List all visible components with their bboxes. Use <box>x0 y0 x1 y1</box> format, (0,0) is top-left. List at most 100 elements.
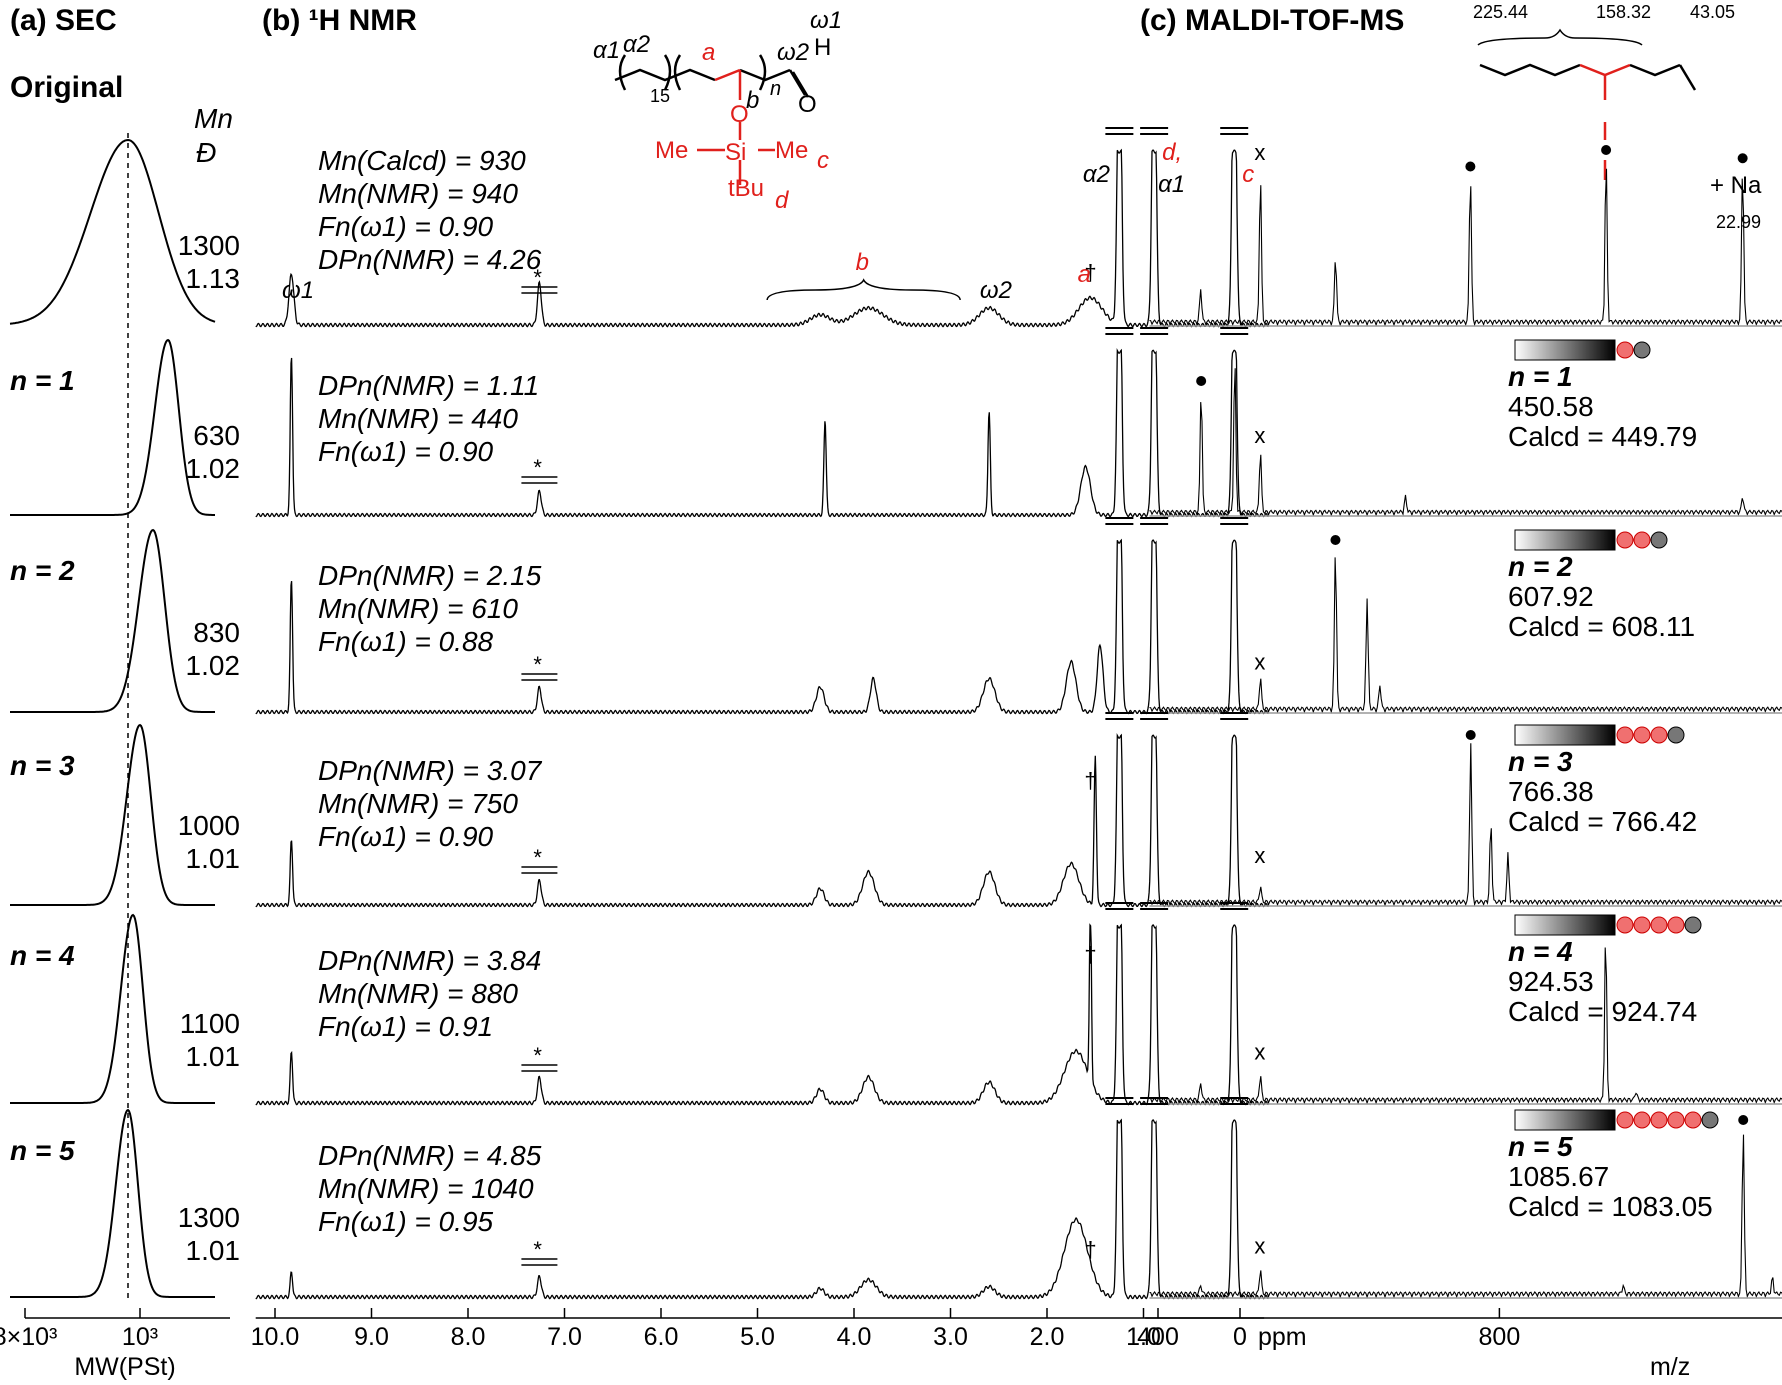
end-bead <box>1684 916 1702 934</box>
solvent-star: * <box>533 652 542 677</box>
struct-si: Si <box>725 139 746 166</box>
row-label: Original <box>10 71 123 104</box>
ms-calcd: Calcd = 766.42 <box>1508 806 1697 837</box>
na-label: + Na <box>1710 172 1762 199</box>
ms-found: 450.58 <box>1508 391 1594 422</box>
sec-trace <box>10 723 215 906</box>
nmr-value: DPn(NMR) = 2.15 <box>318 560 542 591</box>
ms-structure <box>1477 28 1697 180</box>
ms-n-label: n = 2 <box>1508 551 1573 582</box>
sec-d-value: 1.02 <box>186 650 241 681</box>
nmr-value: DPn(NMR) = 4.85 <box>318 1140 542 1171</box>
struct-alpha1: α1 <box>593 37 620 64</box>
ms-calcd: Calcd = 449.79 <box>1508 421 1697 452</box>
nmr-tick-label: 5.0 <box>740 1323 775 1351</box>
nmr-value: Mn(NMR) = 1040 <box>318 1173 534 1204</box>
struct-me-left: Me <box>655 137 688 164</box>
nmr-trace <box>255 148 1269 328</box>
monomer-bead <box>1616 531 1634 549</box>
sec-trace <box>10 338 215 516</box>
ms-trace <box>1149 368 1782 517</box>
impurity-x: x <box>1254 1234 1265 1259</box>
monomer-bead <box>1616 341 1634 359</box>
sec-mn-value: 830 <box>193 617 240 648</box>
ms-n-label: n = 3 <box>1508 746 1573 777</box>
ms-calcd: Calcd = 924.74 <box>1508 996 1697 1027</box>
monomer-bead <box>1650 1111 1668 1129</box>
struct-c: c <box>817 147 829 174</box>
sec-d-value: 1.01 <box>186 1041 241 1072</box>
nmr-value: DPn(NMR) = 4.26 <box>318 244 542 275</box>
peak-dagger: † <box>1084 1237 1096 1262</box>
sec-d-value: 1.01 <box>186 1235 241 1266</box>
impurity-x: x <box>1254 650 1265 675</box>
peak-dagger: † <box>1084 260 1096 285</box>
nmr-title: (b) ¹H NMR <box>262 4 417 37</box>
brace-b <box>766 278 961 301</box>
peak-dagger: † <box>1084 768 1096 793</box>
sec-trace <box>10 528 215 713</box>
solvent-star: * <box>533 1237 542 1262</box>
nmr-value: Mn(Calcd) = 930 <box>318 145 526 176</box>
nmr-tick-label: 2.0 <box>1030 1323 1065 1351</box>
chain-bar <box>1514 1109 1616 1131</box>
sec-d-value: 1.13 <box>186 263 241 294</box>
peak-dagger: † <box>1084 942 1096 967</box>
peak-d: d, <box>1162 139 1182 166</box>
sec-mn-value: 1100 <box>180 1008 240 1039</box>
struct-tbu: tBu <box>728 175 764 202</box>
sec-trace <box>9 138 216 325</box>
nmr-value: Mn(NMR) = 940 <box>318 178 518 209</box>
fragment-1: 225.44 <box>1473 2 1528 22</box>
nmr-structure <box>614 54 810 185</box>
ms-peak-dot <box>1196 376 1207 386</box>
end-bead <box>1633 341 1651 359</box>
ms-peak-dot <box>1330 535 1341 545</box>
ms-found: 607.92 <box>1508 581 1594 612</box>
nmr-unit: ppm <box>1258 1323 1307 1351</box>
ms-found: 924.53 <box>1508 966 1594 997</box>
monomer-bead <box>1616 726 1634 744</box>
ms-trace <box>1149 947 1782 1105</box>
end-bead <box>1650 531 1668 549</box>
impurity-x: x <box>1254 423 1265 448</box>
ms-n-label: n = 5 <box>1508 1131 1573 1162</box>
ms-found: 766.38 <box>1508 776 1594 807</box>
nmr-value: Mn(NMR) = 440 <box>318 403 518 434</box>
chain-bar <box>1514 339 1616 361</box>
nmr-tick-label: 3.0 <box>933 1323 968 1351</box>
sec-trace <box>10 1108 215 1298</box>
fragment-2: 158.32 <box>1596 2 1651 22</box>
chain-bar <box>1514 914 1616 936</box>
peak-alpha2: α2 <box>1083 161 1110 188</box>
chain-bar <box>1514 724 1616 746</box>
struct-d: d <box>775 187 789 214</box>
solvent-star: * <box>533 845 542 870</box>
monomer-bead <box>1667 1111 1685 1129</box>
peak-c: c <box>1242 161 1254 188</box>
peak-alpha1: α1 <box>1158 171 1185 198</box>
monomer-bead <box>1633 531 1651 549</box>
struct-omega2: ω2 <box>777 39 809 66</box>
sec-title: (a) SEC <box>10 4 117 37</box>
solvent-star: * <box>533 1043 542 1068</box>
nmr-value: Fn(ω1) = 0.88 <box>318 626 494 657</box>
ms-tick-label: 400 <box>1137 1323 1179 1351</box>
nmr-trace <box>255 923 1269 1106</box>
sec-d-header: Đ <box>196 137 216 168</box>
nmr-value: Mn(NMR) = 610 <box>318 593 518 624</box>
solvent-star: * <box>533 265 542 290</box>
sec-mn-value: 630 <box>193 420 240 451</box>
ms-calcd: Calcd = 608.11 <box>1508 611 1695 642</box>
nmr-value: Mn(NMR) = 880 <box>318 978 518 1009</box>
nmr-value: DPn(NMR) = 3.07 <box>318 755 543 786</box>
nmr-tick-label: 9.0 <box>354 1323 389 1351</box>
monomer-bead <box>1633 1111 1651 1129</box>
ms-title: (c) MALDI-TOF-MS <box>1140 4 1404 37</box>
end-bead <box>1667 726 1685 744</box>
nmr-value: Fn(ω1) = 0.91 <box>318 1011 493 1042</box>
ms-n-label: n = 4 <box>1508 936 1573 967</box>
